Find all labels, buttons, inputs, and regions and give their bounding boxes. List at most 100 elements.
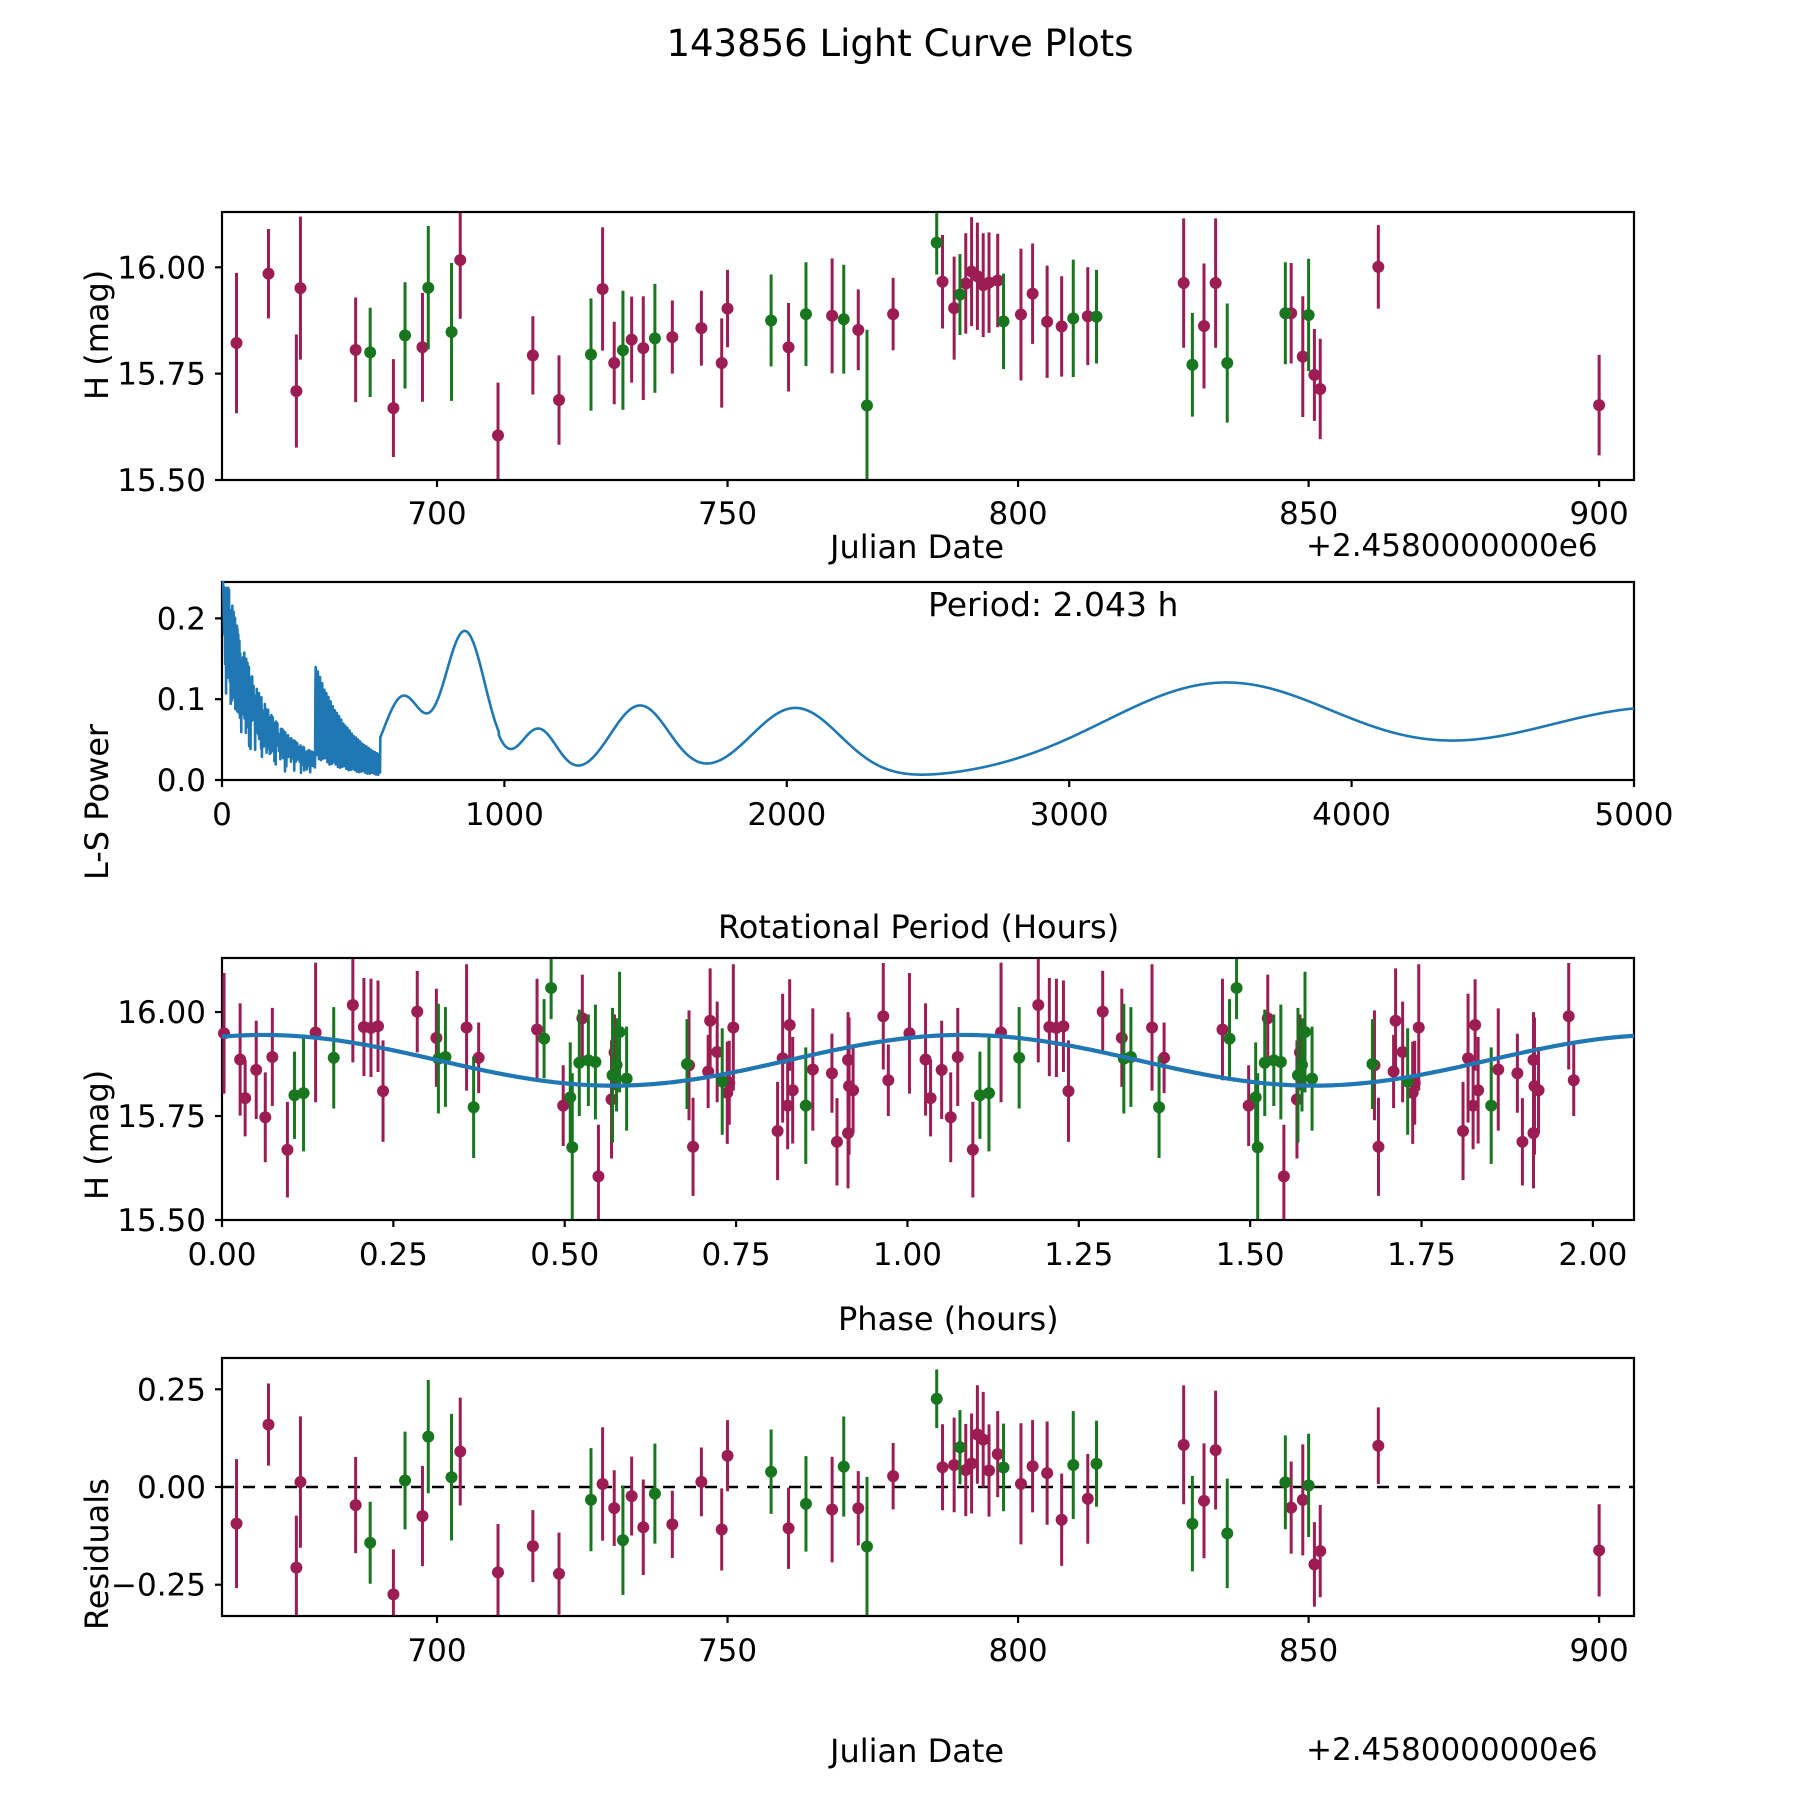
data-point <box>608 1502 621 1515</box>
data-point <box>842 1053 855 1066</box>
x-tick-label: 1.25 <box>1044 1237 1113 1273</box>
data-point <box>648 1487 661 1500</box>
data-point <box>346 998 359 1011</box>
x-tick-label: 1000 <box>465 797 544 833</box>
data-point <box>997 1461 1010 1474</box>
data-point <box>1532 1084 1545 1097</box>
data-point <box>882 1074 895 1087</box>
panel-periodogram: 0 1000 2000 3000 4000 5000 0.0 0.1 0.2 L-S Power… <box>0 560 1800 946</box>
x-tick-label: 750 <box>698 1633 757 1669</box>
data-point <box>1198 320 1211 333</box>
data-point <box>1389 1014 1402 1027</box>
data-point <box>948 1458 961 1471</box>
data-point <box>852 1502 865 1515</box>
data-point <box>1177 1438 1190 1451</box>
data-point <box>1249 1091 1262 1104</box>
data-point <box>1306 1072 1319 1085</box>
data-point <box>716 1075 729 1088</box>
data-point <box>290 1561 303 1574</box>
data-point <box>982 1087 995 1100</box>
data-point <box>288 1089 301 1102</box>
data-point <box>637 1521 650 1534</box>
x-tick-label: 0 <box>212 797 232 833</box>
light-curve-y-label: H (mag) <box>78 269 116 400</box>
x-tick-label: 700 <box>407 496 466 532</box>
x-tick-label: 850 <box>1279 496 1338 532</box>
data-point <box>1209 277 1222 290</box>
data-point <box>727 1021 740 1034</box>
data-point <box>454 1445 467 1458</box>
data-point <box>852 323 865 336</box>
data-point <box>648 332 661 345</box>
data-point <box>959 277 972 290</box>
data-point <box>239 1092 252 1105</box>
data-point <box>1593 399 1606 412</box>
data-point <box>1366 1058 1379 1071</box>
data-point <box>765 314 778 327</box>
x-tick-label: 1.00 <box>873 1237 942 1273</box>
phase-folded-plot: 0.00 0.25 0.50 0.75 1.00 1.25 1.50 1.75 2.00 15.5… <box>117 956 1636 1273</box>
data-point <box>1457 1125 1470 1138</box>
data-point <box>262 1418 275 1431</box>
data-point <box>584 1493 597 1506</box>
data-point <box>1043 1021 1056 1034</box>
y-tick-label: 0.0 <box>157 763 206 799</box>
data-point <box>1146 1021 1159 1034</box>
data-point <box>704 1014 717 1027</box>
data-point <box>637 342 650 355</box>
data-point <box>596 282 609 295</box>
data-point <box>1527 1053 1540 1066</box>
x-tick-label: 3000 <box>1030 797 1109 833</box>
data-point <box>1221 357 1234 370</box>
data-point <box>616 1534 629 1547</box>
data-point <box>230 337 243 350</box>
data-point <box>837 313 850 326</box>
data-point <box>234 1053 247 1066</box>
data-point <box>1223 1032 1236 1045</box>
residuals-x-offset: +2.4580000000e6 <box>1306 1732 1598 1768</box>
data-point <box>695 1475 708 1488</box>
data-point <box>1153 1101 1166 1114</box>
data-point <box>460 1021 473 1034</box>
x-tick-label: 0.50 <box>530 1237 599 1273</box>
data-point <box>783 1018 796 1031</box>
data-point <box>531 1023 544 1036</box>
data-point <box>1472 1084 1485 1097</box>
data-point <box>492 1566 505 1579</box>
data-point <box>887 308 900 321</box>
data-point <box>711 1045 724 1058</box>
data-point <box>1041 1467 1054 1480</box>
data-point <box>715 357 728 370</box>
data-point <box>935 1063 948 1076</box>
data-point <box>564 1091 577 1104</box>
data-point <box>826 309 839 322</box>
data-point <box>1158 1051 1171 1064</box>
data-point <box>357 1021 370 1034</box>
data-point <box>951 1050 964 1063</box>
data-point <box>625 333 638 346</box>
data-point <box>1372 1439 1385 1452</box>
y-tick-label: 15.75 <box>117 1099 206 1135</box>
data-point <box>1296 1493 1309 1506</box>
data-point <box>924 1092 937 1105</box>
data-point <box>1296 350 1309 363</box>
data-point <box>973 1089 986 1102</box>
x-tick-label: 750 <box>698 496 757 532</box>
data-point <box>416 341 429 354</box>
data-point <box>467 1101 480 1114</box>
data-point <box>1026 287 1039 300</box>
data-point <box>1014 308 1027 321</box>
residuals-x-label: Julian Date <box>830 1732 1005 1770</box>
data-point <box>584 348 597 361</box>
data-point <box>1062 1085 1075 1098</box>
data-point <box>1302 1479 1315 1492</box>
residuals-data <box>230 1369 1606 1615</box>
y-tick-label: 16.00 <box>117 250 206 286</box>
data-point <box>721 302 734 315</box>
data-point <box>1081 1492 1094 1505</box>
data-point <box>294 1476 307 1489</box>
y-tick-label: 15.50 <box>117 1203 206 1239</box>
data-point <box>364 1536 377 1549</box>
data-point <box>526 1540 539 1553</box>
data-point <box>422 281 435 294</box>
